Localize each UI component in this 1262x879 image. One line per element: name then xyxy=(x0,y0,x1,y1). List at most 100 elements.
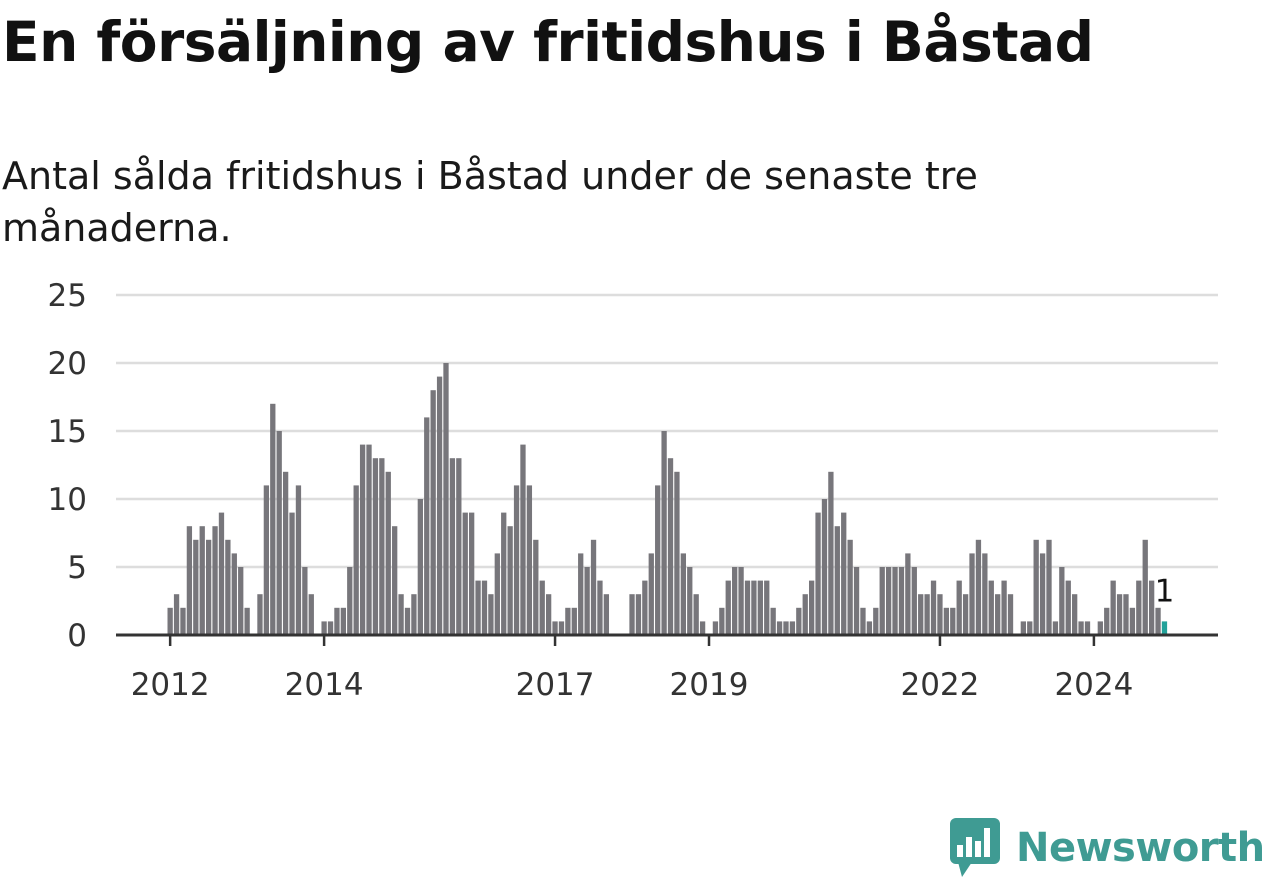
bar xyxy=(186,526,193,635)
bar xyxy=(456,458,462,635)
bar xyxy=(385,471,391,635)
bar xyxy=(898,567,905,635)
bar xyxy=(276,431,282,635)
bar xyxy=(687,567,693,635)
bar xyxy=(661,431,667,635)
bar xyxy=(488,594,494,635)
bar xyxy=(969,553,975,635)
y-tick-label: 15 xyxy=(48,414,87,450)
bar xyxy=(1027,621,1033,635)
chart-title: En försäljning av fritidshus i Båstad xyxy=(2,10,1094,74)
bar xyxy=(212,526,218,635)
bar xyxy=(558,621,565,635)
bar xyxy=(1046,539,1052,635)
bar xyxy=(1142,539,1148,635)
x-tick-label: 2019 xyxy=(670,667,749,700)
bar xyxy=(1033,539,1039,635)
bar xyxy=(783,621,789,635)
bar xyxy=(193,539,199,635)
bar xyxy=(462,512,468,635)
bar xyxy=(995,594,1001,635)
bar xyxy=(430,390,436,635)
y-axis: 0 5 10 15 20 25 xyxy=(48,278,87,654)
bar xyxy=(648,553,654,635)
bar xyxy=(372,458,379,635)
bar xyxy=(327,621,334,635)
bar xyxy=(732,567,738,635)
bar xyxy=(699,621,706,635)
bar xyxy=(578,553,584,635)
bar xyxy=(821,499,828,635)
bar xyxy=(244,607,250,635)
x-tick-label: 2022 xyxy=(900,667,979,700)
bar xyxy=(295,485,302,635)
bar xyxy=(1116,594,1123,635)
bar xyxy=(789,621,796,635)
bar xyxy=(449,458,456,635)
bar xyxy=(1059,567,1065,635)
bar xyxy=(334,607,340,635)
bar xyxy=(1129,607,1136,635)
bar xyxy=(539,580,545,635)
bar xyxy=(475,580,481,635)
bar xyxy=(1123,594,1129,635)
bar xyxy=(655,485,661,635)
y-tick-label: 25 xyxy=(48,278,87,314)
bar xyxy=(693,594,699,635)
bar xyxy=(988,580,994,635)
bar xyxy=(918,594,924,635)
bar xyxy=(1039,553,1046,635)
bar xyxy=(841,512,847,635)
bar xyxy=(590,539,597,635)
bar xyxy=(199,526,205,635)
bar xyxy=(308,594,314,635)
bar xyxy=(956,580,962,635)
annotations: 1 xyxy=(1152,570,1178,612)
bar xyxy=(436,376,443,635)
bar xyxy=(404,607,411,635)
bar-series xyxy=(167,363,1168,635)
bar xyxy=(751,580,757,635)
bar xyxy=(879,567,885,635)
bar xyxy=(347,567,353,635)
bar xyxy=(270,403,276,635)
bar xyxy=(911,567,917,635)
bar xyxy=(642,580,648,635)
bar xyxy=(1001,580,1007,635)
bar xyxy=(719,607,725,635)
newsworthy-brand[interactable]: Newsworthy xyxy=(950,818,1262,878)
bar xyxy=(1065,580,1071,635)
bar xyxy=(809,580,815,635)
bar xyxy=(597,580,603,635)
bar xyxy=(520,444,526,635)
bar xyxy=(776,621,783,635)
bar xyxy=(282,471,289,635)
highlight-value-label: 1 xyxy=(1155,573,1175,609)
bar xyxy=(481,580,488,635)
bar xyxy=(501,512,507,635)
newsworthy-logo-icon xyxy=(950,818,1000,877)
bar xyxy=(674,471,680,635)
bar xyxy=(1078,621,1084,635)
bar xyxy=(340,607,347,635)
bar xyxy=(424,417,430,635)
bar xyxy=(1161,621,1168,635)
brand-name: Newsworthy xyxy=(1016,825,1262,871)
bar xyxy=(353,485,359,635)
bar xyxy=(873,607,879,635)
bar xyxy=(815,512,821,635)
bar xyxy=(398,594,404,635)
bar xyxy=(469,512,475,635)
bar xyxy=(302,567,308,635)
bar xyxy=(770,607,776,635)
bar xyxy=(962,594,969,635)
bar xyxy=(834,526,840,635)
y-tick-label: 10 xyxy=(48,482,87,518)
bar xyxy=(892,567,898,635)
bar xyxy=(1136,580,1142,635)
bar xyxy=(1148,580,1155,635)
bar xyxy=(738,567,744,635)
bar xyxy=(379,458,385,635)
bar xyxy=(533,539,539,635)
bar xyxy=(1097,621,1103,635)
